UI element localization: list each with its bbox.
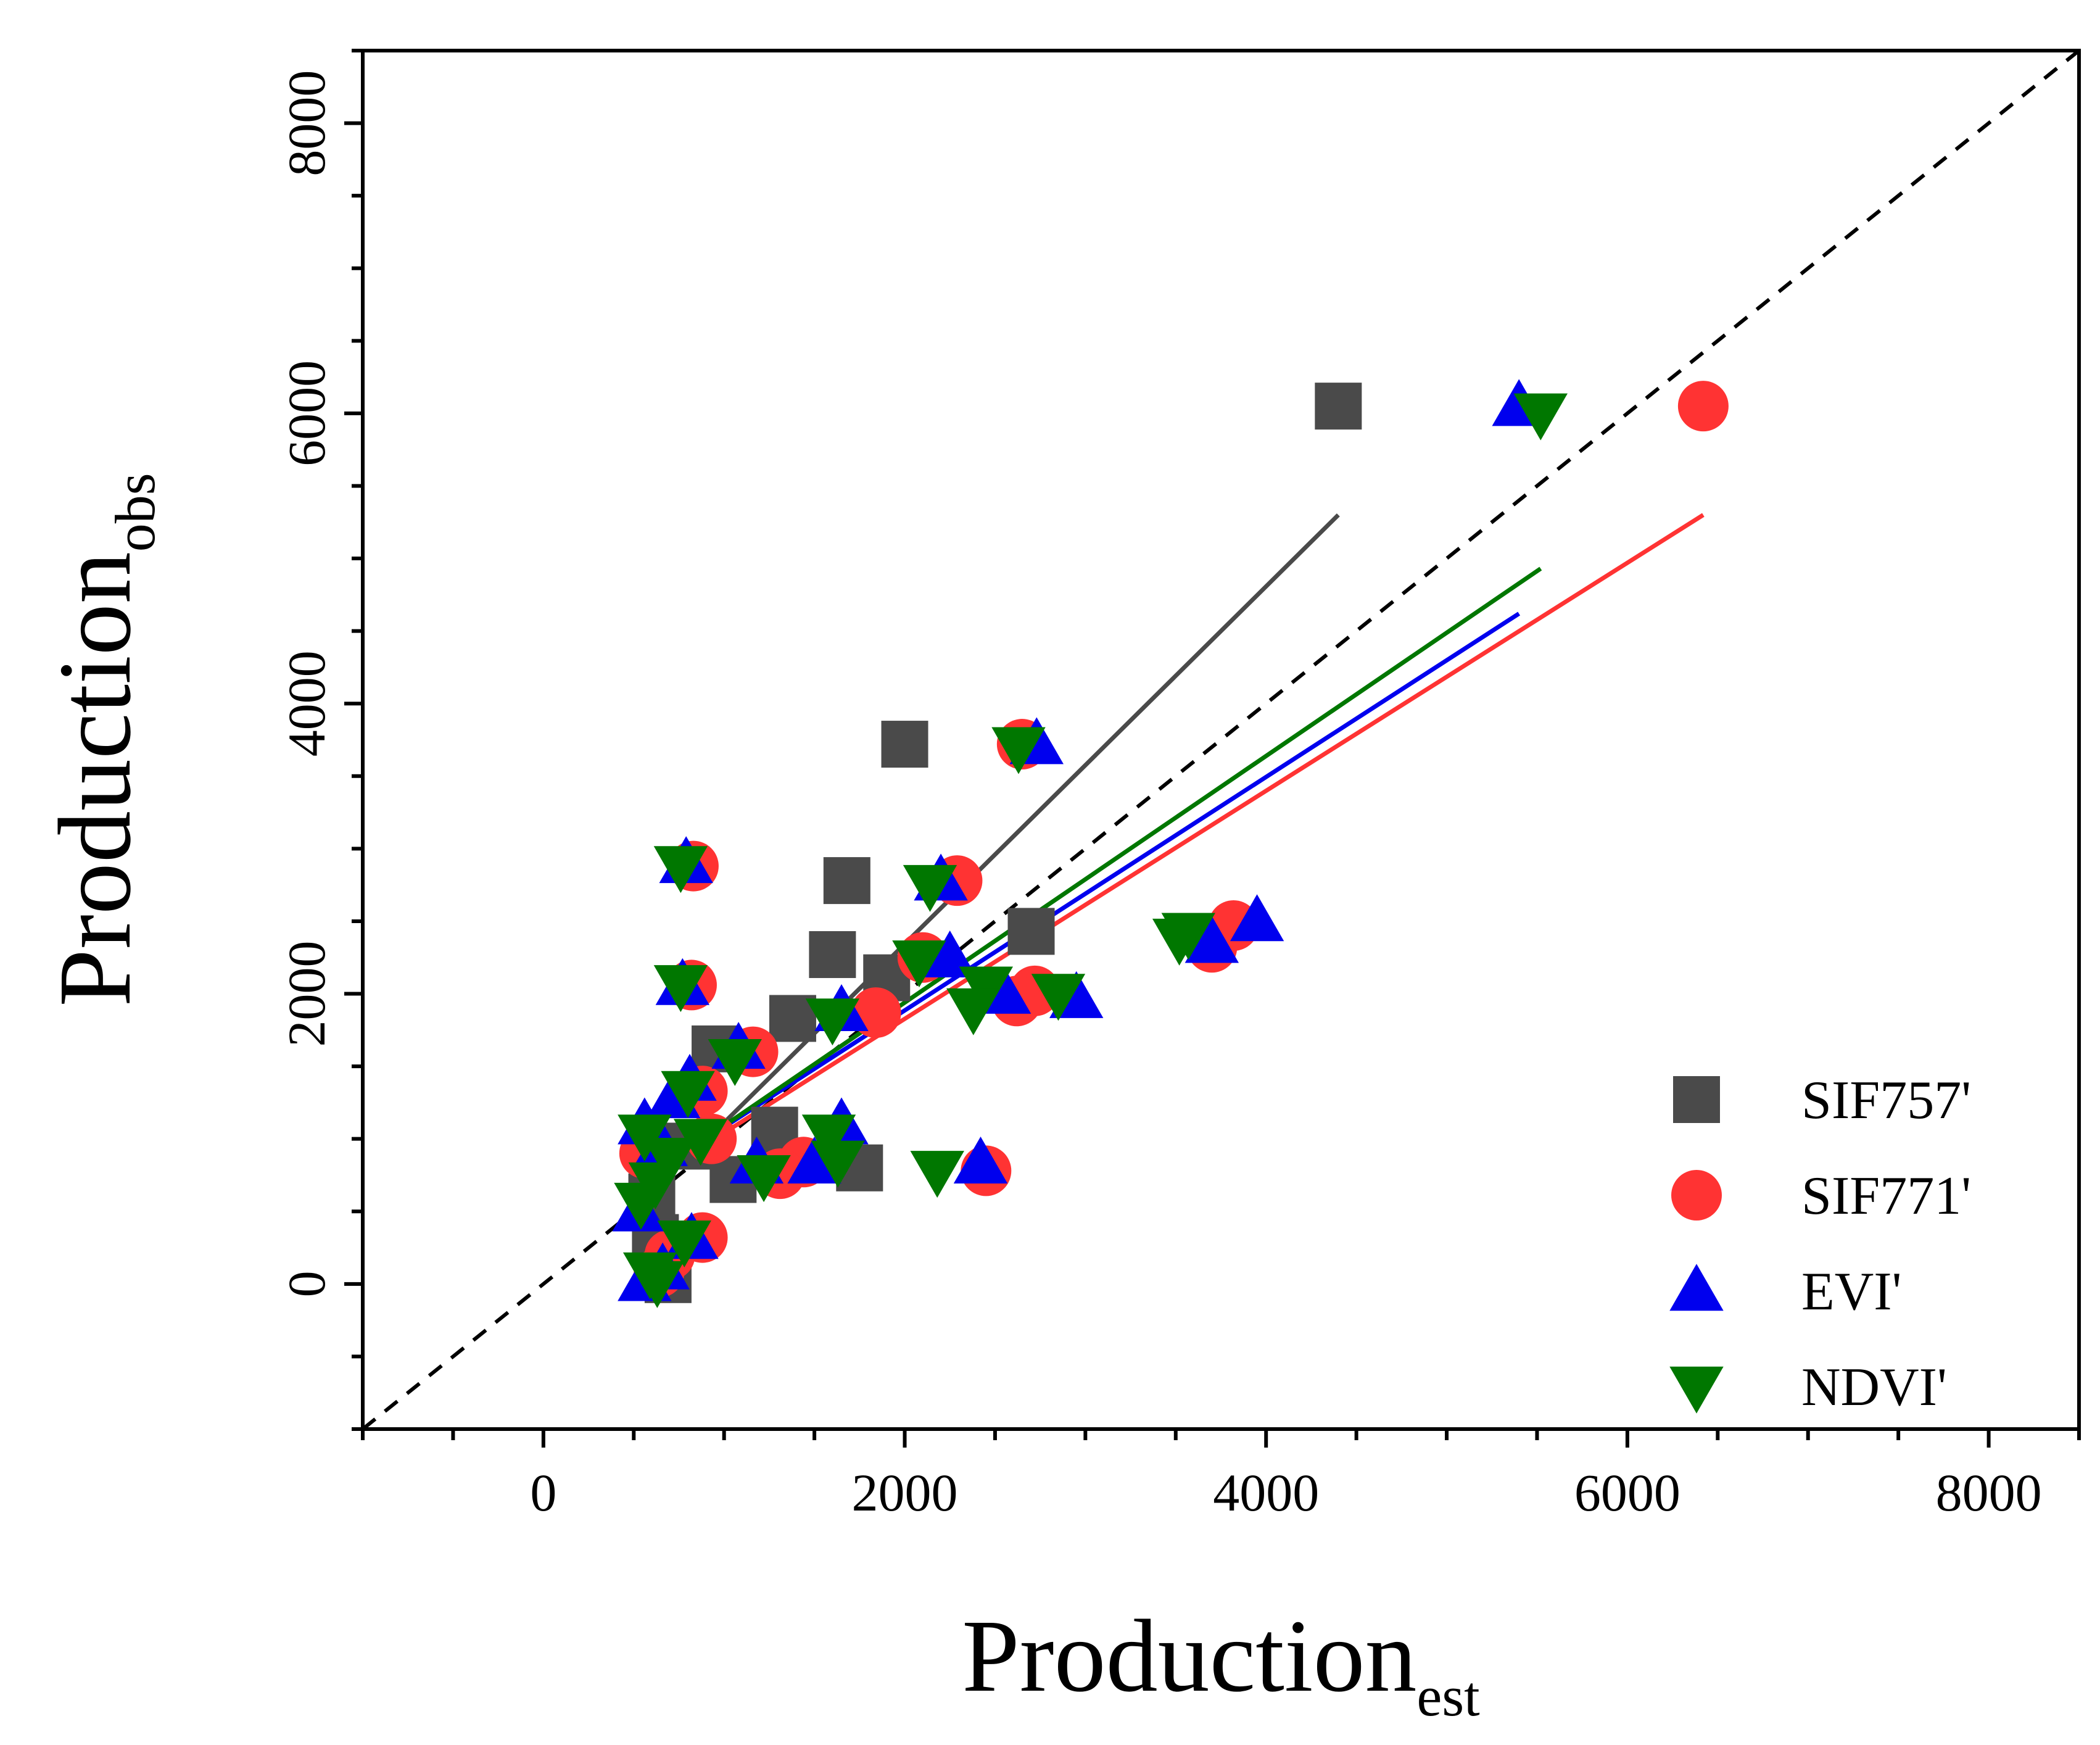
legend-label: EVI' — [1801, 1262, 1901, 1322]
y-axis-title-main: Production — [38, 552, 152, 1006]
data-point — [653, 846, 708, 893]
legend-item-series-3: EVI' — [1669, 1262, 1901, 1322]
legend-label: SIF771' — [1801, 1166, 1971, 1226]
x-tick-label: 2000 — [852, 1463, 958, 1522]
fit-line-series-2 — [690, 513, 1705, 1156]
data-point — [1007, 908, 1055, 955]
legend-marker — [1671, 1170, 1722, 1221]
legend-item-series-2: SIF771' — [1671, 1166, 1971, 1226]
data-point — [910, 1151, 964, 1198]
data-point — [923, 931, 977, 978]
y-axis-title-sub: obs — [104, 473, 167, 552]
plot-frame — [361, 49, 2081, 1431]
x-axis-title-sub: est — [1417, 1665, 1481, 1728]
data-point — [1230, 894, 1284, 942]
y-tick-label: 8000 — [277, 70, 336, 176]
x-tick-label: 4000 — [1213, 1463, 1319, 1522]
x-axis-title-main: Production — [962, 1599, 1416, 1714]
x-axis: 0 2000 4000 6000 8000 — [361, 1429, 2081, 1522]
y-tick-label: 0 — [277, 1270, 336, 1297]
data-point — [991, 727, 1046, 774]
y-axis: 0 2000 4000 6000 8000 — [277, 49, 363, 1431]
data-point — [809, 931, 856, 979]
x-tick-label: 0 — [530, 1463, 556, 1522]
legend-item-series-1: SIF757' — [1673, 1071, 1971, 1130]
legend-marker — [1669, 1264, 1724, 1311]
fit-line-series-4 — [687, 566, 1542, 1153]
data-point — [708, 1039, 762, 1087]
data-point — [661, 1071, 715, 1118]
data-point — [673, 1119, 728, 1166]
data-point — [1677, 381, 1729, 432]
y-tick-label: 2000 — [277, 941, 336, 1047]
data-point — [823, 857, 870, 905]
legend: SIF757' SIF771' EVI' NDVI' — [1669, 1071, 1971, 1417]
data-point — [811, 1140, 865, 1188]
data-point — [1184, 916, 1239, 963]
legend-marker — [1673, 1076, 1720, 1123]
data-point — [892, 940, 946, 988]
points-group — [612, 379, 1729, 1308]
y-tick-label: 6000 — [277, 360, 336, 466]
data-point — [643, 1137, 697, 1185]
y-axis-title: Productionobs — [38, 473, 167, 1006]
x-axis-title: Productionest — [962, 1599, 1480, 1728]
legend-label: NDVI' — [1801, 1357, 1947, 1417]
x-tick-label: 6000 — [1574, 1463, 1680, 1522]
legend-label: SIF757' — [1801, 1071, 1971, 1130]
legend-item-series-4: NDVI' — [1669, 1357, 1947, 1417]
series-4-points — [614, 393, 1568, 1308]
data-point — [1031, 974, 1086, 1021]
fit-line-series-3 — [687, 611, 1521, 1153]
data-point — [946, 988, 1001, 1035]
data-point — [805, 998, 860, 1046]
fit-lines-group — [687, 513, 1705, 1156]
data-point — [953, 1136, 1008, 1183]
data-point — [1152, 918, 1207, 966]
data-point — [881, 721, 928, 768]
x-tick-label: 8000 — [1936, 1463, 2042, 1522]
data-point — [657, 1220, 711, 1267]
legend-marker — [1669, 1366, 1724, 1414]
data-point — [801, 1114, 856, 1162]
data-point — [628, 1162, 683, 1209]
data-point — [1513, 393, 1568, 441]
data-point — [1315, 383, 1362, 430]
y-tick-label: 4000 — [277, 650, 336, 756]
data-point — [903, 864, 957, 912]
data-point — [653, 965, 708, 1013]
data-point — [787, 1136, 841, 1183]
data-point — [737, 1155, 791, 1203]
data-point — [630, 1261, 685, 1308]
